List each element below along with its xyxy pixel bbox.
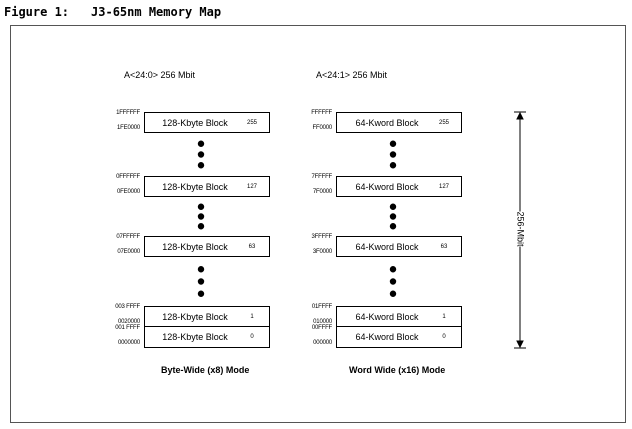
block-number: 127 (246, 183, 257, 190)
block-label: 64-Kword Block (355, 117, 419, 128)
block-number: 255 (246, 119, 257, 126)
address-bottom: 1FE0000 (117, 125, 140, 131)
ellipsis-dot (389, 140, 397, 147)
block-label: 64-Kword Block (355, 181, 419, 192)
block-label: 64-Kword Block (355, 332, 419, 342)
address-top: 00FFFF (311, 325, 332, 331)
block-label: 64-Kword Block (355, 311, 419, 322)
address-bottom: 000000 (313, 340, 332, 346)
block-label: 64-Kword Block (355, 241, 419, 252)
ellipsis-dot (197, 140, 205, 147)
right-memory-block: 64-Kword Block 0 (336, 326, 462, 348)
address-top: 1FFFFFF (116, 110, 140, 116)
right-memory-block: 64-Kword Block 255 (336, 112, 462, 133)
left-caption: Byte-Wide (x8) Mode (161, 365, 250, 375)
address-bottom: 0020000 (118, 319, 140, 325)
address-bottom: 010000 (313, 319, 332, 325)
ellipsis-dot (197, 290, 205, 297)
left-memory-block: 128-Kbyte Block 255 (144, 112, 270, 133)
block-label: 128-Kbyte Block (162, 117, 228, 128)
size-label: 256-Mbit (515, 211, 526, 247)
block-number: 0 (442, 334, 446, 340)
left-memory-block: 128-Kbyte Block 127 (144, 176, 270, 197)
ellipsis-dot (197, 203, 205, 210)
address-top: FFFFFF (311, 110, 332, 116)
ellipsis-dot (389, 203, 397, 210)
ellipsis-dot (389, 290, 397, 297)
block-number: 63 (440, 243, 448, 250)
address-bottom: 07E0000 (117, 249, 140, 255)
figure-title: Figure 1: J3-65nm Memory Map (4, 5, 221, 19)
ellipsis-dot (197, 223, 205, 230)
ellipsis-dot (197, 266, 205, 273)
address-bottom: 0FE0000 (117, 189, 140, 195)
block-number: 1 (250, 313, 254, 320)
ellipsis-dot (197, 278, 205, 285)
address-top: 3FFFFF (311, 234, 333, 240)
address-top: 001 FFFF (115, 325, 140, 331)
block-label: 128-Kbyte Block (162, 311, 228, 322)
address-bottom: FF0000 (312, 125, 333, 131)
block-label: 128-Kbyte Block (162, 241, 228, 252)
figure-number: Figure 1: (4, 5, 70, 19)
address-bottom: 0000000 (118, 340, 140, 346)
block-label: 128-Kbyte Block (162, 181, 228, 192)
ellipsis-dot (197, 162, 205, 169)
left-header: A<24:0> 256 Mbit (124, 70, 196, 80)
right-header: A<24:1> 256 Mbit (316, 70, 388, 80)
block-number: 127 (438, 183, 449, 190)
address-bottom: 7F0000 (312, 189, 332, 195)
figure-title-text: J3-65nm Memory Map (91, 5, 222, 19)
address-top: 0FFFFFF (116, 174, 140, 180)
block-number: 1 (442, 313, 446, 320)
ellipsis-dot (389, 223, 397, 230)
ellipsis-dot (389, 162, 397, 169)
ellipsis-dot (389, 213, 397, 220)
left-memory-block: 128-Kbyte Block 0 (144, 326, 270, 348)
ellipsis-dot (389, 151, 397, 158)
right-memory-block: 64-Kword Block 127 (336, 176, 462, 197)
block-number: 255 (438, 119, 449, 126)
right-caption: Word Wide (x16) Mode (349, 365, 446, 375)
ellipsis-dot (389, 278, 397, 285)
block-number: 0 (250, 334, 254, 340)
ellipsis-dot (197, 213, 205, 220)
address-top: 7FFFFF (311, 174, 333, 180)
address-top: 003 FFFF (115, 304, 140, 310)
address-bottom: 3F0000 (312, 249, 332, 255)
ellipsis-dot (197, 151, 205, 158)
address-top: 07FFFFF (116, 234, 140, 240)
address-top: 01FFFF (311, 304, 332, 310)
right-memory-block: 64-Kword Block 63 (336, 236, 462, 257)
block-number: 63 (248, 243, 256, 250)
arrow-head-up (516, 111, 524, 120)
block-label: 128-Kbyte Block (162, 332, 228, 342)
ellipsis-dot (389, 266, 397, 273)
left-memory-block: 128-Kbyte Block 63 (144, 236, 270, 257)
arrow-head-down (516, 340, 524, 349)
figure-frame (10, 25, 626, 423)
